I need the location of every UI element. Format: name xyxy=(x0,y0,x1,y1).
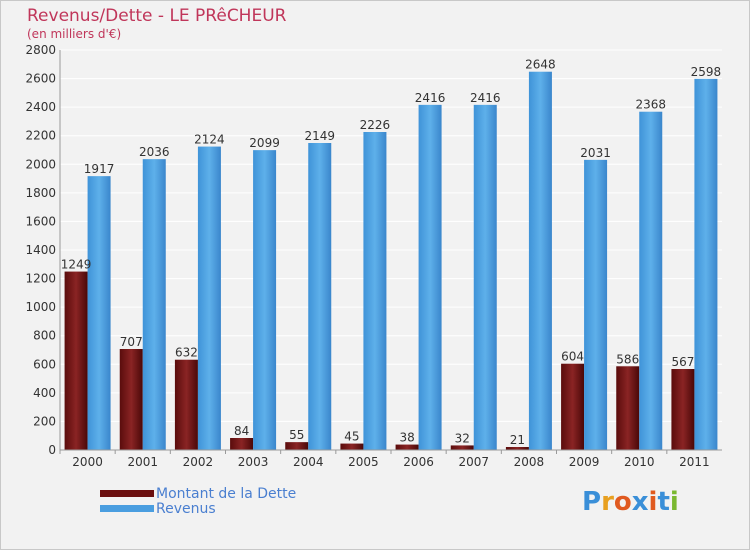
bar-debt-2004 xyxy=(285,442,309,450)
data-label-debt: 604 xyxy=(561,350,584,364)
bar-revenue-2009 xyxy=(584,159,608,450)
legend-item-revenue: Revenus xyxy=(100,500,296,517)
bar-revenue-2003 xyxy=(253,150,277,450)
logo-letter: x xyxy=(631,487,649,517)
data-label-revenue: 2031 xyxy=(580,146,611,160)
bar-debt-2007 xyxy=(450,445,474,450)
data-label-revenue: 2598 xyxy=(691,65,722,79)
data-label-revenue: 2099 xyxy=(249,136,280,150)
bar-revenue-2005 xyxy=(363,132,387,450)
bars xyxy=(64,71,718,451)
x-tick-label: 2007 xyxy=(458,455,489,469)
x-tick-label: 2004 xyxy=(293,455,324,469)
y-tick-label: 400 xyxy=(33,386,56,400)
x-tick-label: 2003 xyxy=(238,455,269,469)
bar-revenue-2006 xyxy=(418,104,442,450)
data-label-debt: 32 xyxy=(455,431,470,445)
bar-revenue-2002 xyxy=(197,146,221,451)
bar-debt-2011 xyxy=(671,369,695,450)
legend-swatch-revenue xyxy=(100,505,154,512)
chart-title: Revenus/Dette - LE PRêCHEUR xyxy=(27,6,287,26)
y-tick-label: 1200 xyxy=(25,272,56,286)
bar-debt-2002 xyxy=(174,359,198,450)
data-label-debt: 55 xyxy=(289,428,304,442)
y-tick-label: 1600 xyxy=(25,214,56,228)
data-label-revenue: 2648 xyxy=(525,58,556,72)
legend-label-debt: Montant de la Dette xyxy=(156,485,297,502)
legend-item-debt: Montant de la Dette xyxy=(100,485,297,502)
y-tick-label: 200 xyxy=(33,414,56,428)
data-label-revenue: 1917 xyxy=(84,162,115,176)
chart-subtitle: (en milliers d'€) xyxy=(27,27,122,41)
grid-lines xyxy=(60,49,722,451)
data-label-debt: 1249 xyxy=(61,258,92,272)
logo-letter: i xyxy=(669,487,679,517)
logo-letter: P xyxy=(582,487,602,517)
bar-revenue-2004 xyxy=(308,143,332,450)
y-tick-label: 2800 xyxy=(25,43,56,57)
bar-debt-2000 xyxy=(64,271,88,450)
y-tick-label: 2600 xyxy=(25,72,56,86)
data-label-debt: 567 xyxy=(671,355,694,369)
x-tick-label: 2009 xyxy=(569,455,600,469)
bar-debt-2009 xyxy=(561,363,585,450)
logo-letter: o xyxy=(613,487,632,517)
bar-revenue-2007 xyxy=(473,104,497,450)
bar-debt-2008 xyxy=(505,447,529,450)
legend-label-revenue: Revenus xyxy=(156,500,216,517)
proxiti-logo: Proxiti xyxy=(582,487,679,517)
y-tick-label: 1000 xyxy=(25,300,56,314)
data-label-revenue: 2416 xyxy=(415,91,446,105)
data-label-debt: 21 xyxy=(510,433,525,447)
axes: 0 200 400 600 800 1000 1200 1400 1600 1800 2000 220… xyxy=(25,43,722,469)
data-label-revenue: 2036 xyxy=(139,145,170,159)
data-label-revenue: 2149 xyxy=(304,129,335,143)
x-tick-label: 2010 xyxy=(624,455,655,469)
logo-letter: r xyxy=(601,487,614,517)
data-label-revenue: 2416 xyxy=(470,91,501,105)
bar-debt-2010 xyxy=(616,366,640,450)
data-label-revenue: 2124 xyxy=(194,133,225,147)
y-tick-label: 600 xyxy=(33,357,56,371)
x-tick-label: 2008 xyxy=(514,455,545,469)
bar-revenue-2001 xyxy=(142,159,166,450)
x-tick-label: 2005 xyxy=(348,455,379,469)
data-label-debt: 586 xyxy=(616,352,639,366)
bar-debt-2005 xyxy=(340,443,364,450)
logo-letter: i xyxy=(648,487,658,517)
bar-revenue-2011 xyxy=(694,78,718,450)
legend: Montant de la Dette Revenus xyxy=(100,485,297,517)
bar-debt-2003 xyxy=(230,438,254,450)
x-tick-label: 2006 xyxy=(403,455,434,469)
legend-swatch-debt xyxy=(100,490,154,497)
x-tick-label: 2002 xyxy=(183,455,214,469)
y-tick-label: 2200 xyxy=(25,129,56,143)
y-tick-label: 1800 xyxy=(25,186,56,200)
bar-debt-2006 xyxy=(395,444,419,450)
x-tick-label: 2011 xyxy=(679,455,710,469)
data-label-debt: 84 xyxy=(234,424,249,438)
data-label-debt: 707 xyxy=(120,335,143,349)
data-labels: 1249 1917 707 2036 632 2124 84 2099 55 2149 45 2226… xyxy=(61,58,721,447)
bar-debt-2001 xyxy=(119,349,143,450)
data-label-debt: 632 xyxy=(175,346,198,360)
data-label-debt: 45 xyxy=(344,430,359,444)
y-tick-label: 800 xyxy=(33,329,56,343)
data-label-revenue: 2368 xyxy=(635,98,666,112)
bar-revenue-2008 xyxy=(528,71,552,450)
y-tick-label: 2000 xyxy=(25,157,56,171)
y-tick-label: 2400 xyxy=(25,100,56,114)
logo-letter: t xyxy=(657,487,670,517)
data-label-debt: 38 xyxy=(399,431,414,445)
bar-revenue-2000 xyxy=(87,176,111,450)
data-label-revenue: 2226 xyxy=(360,118,391,132)
y-tick-label: 1400 xyxy=(25,243,56,257)
x-tick-label: 2001 xyxy=(127,455,158,469)
bar-revenue-2010 xyxy=(639,111,663,450)
x-tick-label: 2000 xyxy=(72,455,103,469)
y-tick-label: 0 xyxy=(48,443,56,457)
